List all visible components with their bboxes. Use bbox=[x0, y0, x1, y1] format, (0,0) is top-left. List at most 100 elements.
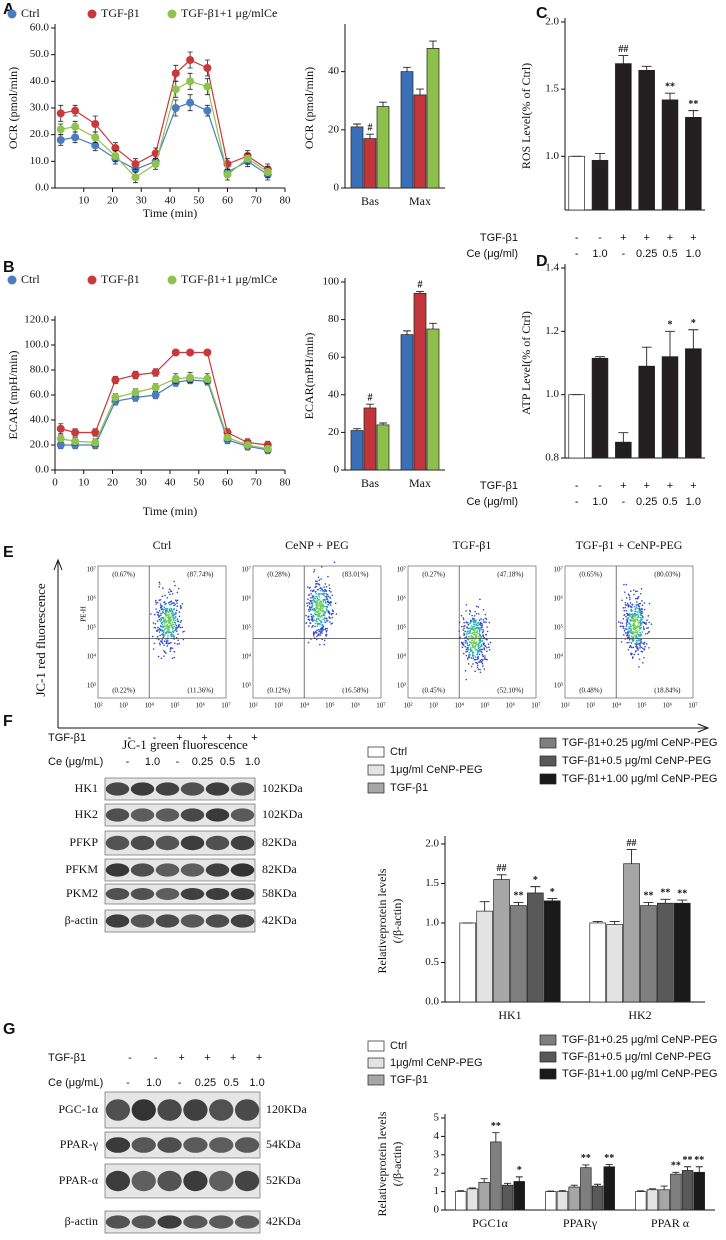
dot bbox=[332, 610, 335, 613]
dot bbox=[630, 646, 633, 649]
dot bbox=[309, 607, 311, 609]
dot bbox=[638, 602, 640, 605]
dot bbox=[623, 609, 626, 612]
significance-label: # bbox=[368, 392, 373, 403]
data-point bbox=[171, 69, 180, 78]
dot bbox=[314, 590, 317, 593]
dot bbox=[160, 608, 163, 611]
dot bbox=[630, 630, 633, 632]
dot bbox=[168, 620, 170, 623]
dot bbox=[159, 634, 161, 637]
dot bbox=[177, 587, 180, 590]
dot bbox=[323, 620, 326, 622]
dot bbox=[471, 632, 474, 634]
dot bbox=[479, 622, 482, 625]
error-bar bbox=[582, 1164, 590, 1168]
dot bbox=[317, 593, 320, 595]
dot bbox=[466, 650, 468, 653]
error-bar bbox=[353, 123, 361, 127]
dot bbox=[313, 599, 315, 602]
data-point bbox=[186, 348, 195, 357]
error-bar bbox=[637, 1190, 645, 1192]
dot bbox=[472, 623, 475, 625]
dot bbox=[329, 601, 331, 604]
dot bbox=[163, 608, 165, 611]
dot bbox=[170, 607, 173, 610]
dot bbox=[482, 628, 484, 631]
axis-arrow bbox=[53, 558, 710, 733]
dot bbox=[314, 597, 317, 600]
dot bbox=[314, 580, 317, 582]
error-bar bbox=[480, 1178, 488, 1183]
dot bbox=[632, 656, 634, 658]
error-bar bbox=[457, 1190, 465, 1192]
x-tick-label: PGC1α bbox=[472, 1216, 508, 1230]
error-bar bbox=[594, 1183, 602, 1187]
dot bbox=[160, 619, 163, 621]
dot bbox=[639, 622, 642, 625]
dot bbox=[174, 629, 177, 631]
dot bbox=[307, 616, 309, 618]
quadrant-percentage: (11.36%) bbox=[187, 687, 214, 695]
dot bbox=[638, 610, 640, 612]
dot bbox=[150, 613, 152, 615]
dot bbox=[481, 626, 483, 628]
error-bar bbox=[513, 901, 524, 906]
x-tick-label: 10⁴ bbox=[454, 702, 464, 710]
dot bbox=[329, 604, 332, 606]
data-point bbox=[263, 168, 272, 176]
dot bbox=[319, 633, 321, 635]
bar bbox=[673, 902, 691, 1003]
treatment-value: - bbox=[598, 232, 602, 244]
dot bbox=[476, 653, 479, 656]
dot bbox=[480, 624, 483, 627]
dot bbox=[635, 606, 638, 608]
data-point bbox=[111, 393, 120, 402]
dot bbox=[334, 602, 337, 605]
quadrant-lines bbox=[253, 566, 381, 698]
dot bbox=[636, 633, 638, 636]
significance-label: ** bbox=[581, 1153, 591, 1164]
dot bbox=[156, 601, 159, 604]
dot bbox=[474, 656, 477, 658]
y-tick-label: 40 bbox=[328, 388, 340, 400]
legend-marker bbox=[7, 275, 17, 285]
blot-band bbox=[155, 914, 180, 928]
dot bbox=[152, 622, 155, 624]
blot-band bbox=[131, 1215, 156, 1229]
dot bbox=[479, 668, 481, 671]
y-tick-label: 4 bbox=[434, 1130, 440, 1142]
bar bbox=[661, 99, 679, 211]
error-bar bbox=[592, 920, 603, 923]
dot bbox=[169, 600, 172, 603]
dot bbox=[165, 602, 168, 605]
dot bbox=[160, 614, 162, 617]
y-tick-label: 60.0 bbox=[30, 389, 50, 401]
dot bbox=[639, 631, 641, 634]
error-bar bbox=[429, 322, 437, 329]
dot bbox=[476, 658, 478, 661]
dot bbox=[480, 627, 482, 630]
dot bbox=[634, 608, 637, 610]
error-bar bbox=[570, 1184, 578, 1187]
dot bbox=[324, 583, 327, 585]
data-point bbox=[186, 373, 195, 382]
y-tick-label: 0 bbox=[434, 1204, 440, 1216]
error-bar bbox=[379, 422, 387, 425]
x-tick-label: 80 bbox=[280, 195, 292, 207]
treatment-value: 0.5 bbox=[224, 1077, 239, 1089]
dot bbox=[462, 652, 465, 655]
dot bbox=[646, 632, 649, 635]
error-bar bbox=[660, 898, 671, 904]
dot bbox=[622, 607, 625, 609]
data-point bbox=[91, 428, 100, 437]
dot bbox=[483, 644, 486, 647]
x-tick-label: 10⁶ bbox=[351, 702, 361, 710]
dot bbox=[628, 596, 631, 599]
blot-band bbox=[157, 1137, 182, 1153]
error-bar bbox=[684, 1166, 692, 1171]
bar bbox=[685, 116, 702, 211]
dot bbox=[638, 666, 640, 668]
dot bbox=[468, 644, 471, 646]
dot bbox=[323, 586, 325, 588]
